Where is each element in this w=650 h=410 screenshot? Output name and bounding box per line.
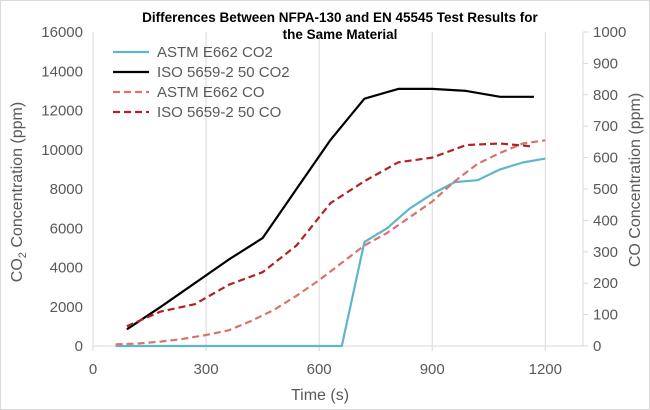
- y-axis-left-label: CO2 Concentration (ppm): [9, 102, 29, 282]
- y-left-tick-label: 14000: [41, 63, 83, 80]
- y-left-tick-label: 2000: [50, 299, 83, 316]
- legend-label-3: ISO 5659-2 50 CO: [157, 104, 281, 121]
- y-right-tick-label: 1000: [593, 24, 626, 41]
- x-axis-label: Time (s): [291, 387, 349, 404]
- series-line-0: [115, 157, 546, 348]
- series-line-2: [115, 139, 546, 346]
- y-right-tick-label: 400: [593, 212, 618, 229]
- legend-label-0: ASTM E662 CO2: [157, 44, 273, 61]
- legend-label-2: ASTM E662 CO: [157, 84, 265, 101]
- y-right-tick-label: 0: [593, 338, 601, 355]
- x-tick-label: 300: [194, 361, 219, 378]
- y-right-tick-label: 900: [593, 55, 618, 72]
- y-left-tick-label: 12000: [41, 103, 83, 120]
- series-line-1: [126, 87, 534, 331]
- y-left-tick-label: 4000: [50, 260, 83, 277]
- x-tick-label: 0: [89, 361, 97, 378]
- y-axis-left-label-suffix: Concentration (ppm): [9, 102, 26, 252]
- y-right-tick-label: 300: [593, 244, 618, 261]
- y-right-tick-label: 700: [593, 118, 618, 135]
- chart-title-line-2: the Same Material: [283, 27, 398, 42]
- y-right-tick-label: 100: [593, 307, 618, 324]
- legend-label-1: ISO 5659-2 50 CO2: [157, 64, 290, 81]
- y-left-tick-label: 6000: [50, 220, 83, 237]
- x-tick-label: 1200: [529, 361, 562, 378]
- x-tick-label: 900: [420, 361, 445, 378]
- y-axis-left-label-prefix: CO: [9, 258, 26, 282]
- series-layer: [115, 87, 546, 348]
- y-left-tick-label: 8000: [50, 181, 83, 198]
- y-right-tick-label: 500: [593, 181, 618, 198]
- y-right-tick-label: 600: [593, 150, 618, 167]
- tick-labels: 0 300 600 900 120002000400060008000100001200…: [41, 24, 626, 378]
- series-line-3: [126, 142, 535, 328]
- y-right-tick-label: 800: [593, 87, 618, 104]
- legend: ASTM E662 CO2 ISO 5659-2 50 CO2 ASTM E662 …: [113, 44, 290, 121]
- y-right-tick-label: 200: [593, 275, 618, 292]
- y-axis-left-label-subscript: 2: [17, 252, 29, 258]
- y-left-tick-label: 10000: [41, 142, 83, 159]
- y-axis-right-label: CO Concentration (ppm): [627, 93, 644, 267]
- y-left-tick-label: 16000: [41, 24, 83, 41]
- chart-title-line-1: Differences Between NFPA-130 and EN 4554…: [142, 10, 538, 25]
- x-tick-label: 600: [307, 361, 332, 378]
- y-left-tick-label: 0: [75, 338, 83, 355]
- grid: [205, 32, 546, 346]
